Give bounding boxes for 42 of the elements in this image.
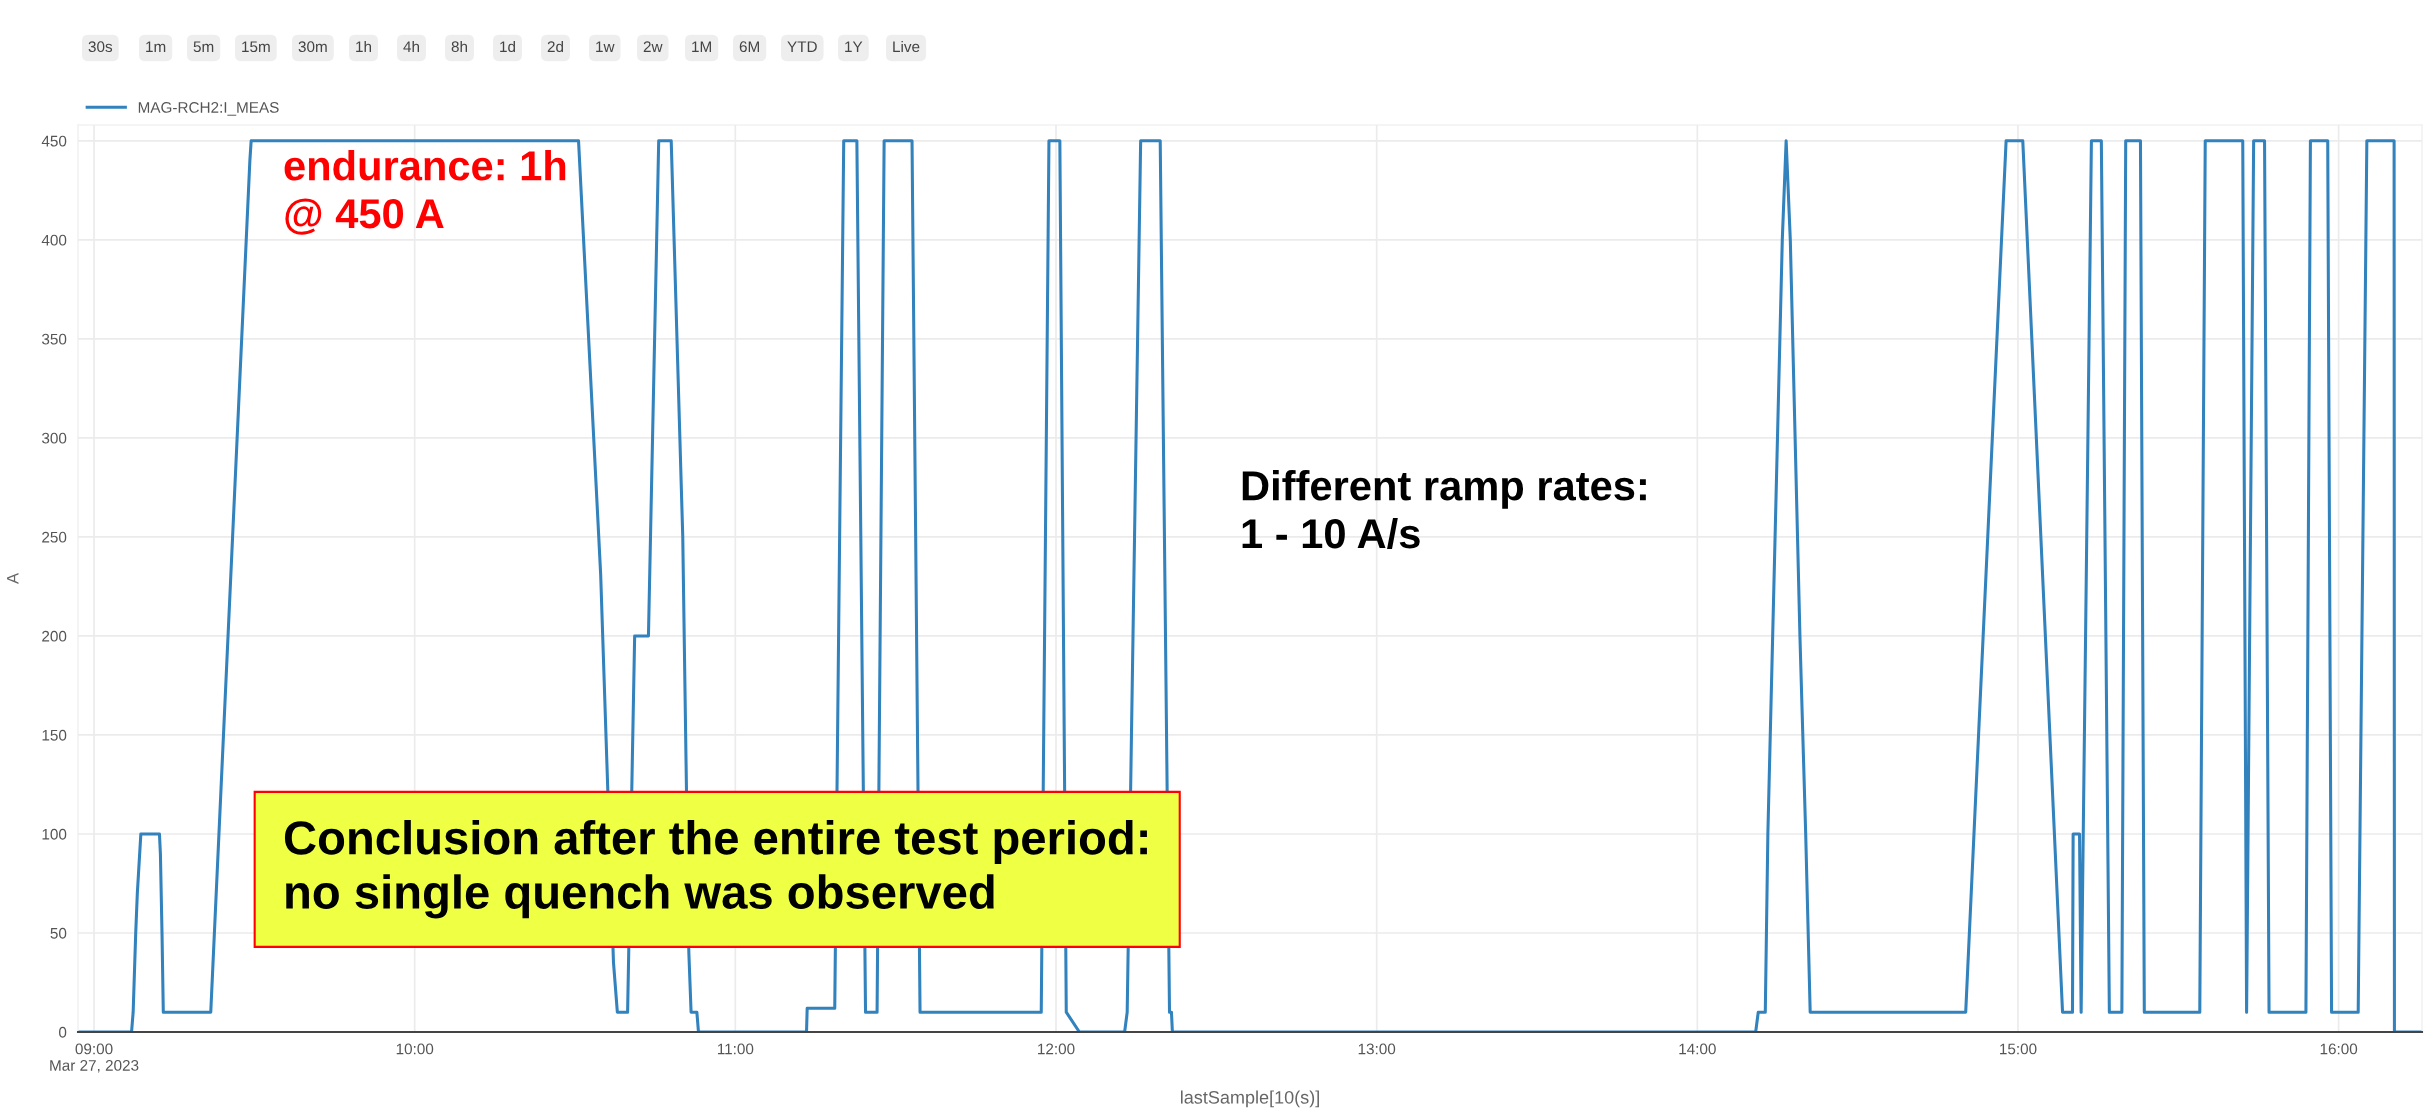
x-tick-label: 09:00 Mar 27, 2023 [50, 1043, 139, 1073]
x-tick-label: 13:00 [1358, 1043, 1396, 1055]
text: 4h [403, 40, 419, 52]
text: 1M [692, 41, 711, 52]
text: 1w [596, 41, 615, 52]
text: 2w [643, 41, 663, 52]
text: 1Y [845, 41, 863, 52]
y-tick-label: 150 [42, 729, 67, 741]
annotation: Conclusion after the entire test period: no single quench was observed [284, 820, 1147, 919]
line-series [78, 139, 2422, 1032]
x-tick-label: 14:00 [1679, 1043, 1716, 1055]
text: 30s [88, 41, 113, 53]
text: YTD [787, 41, 817, 52]
annotation: Different ramp rates: 1 - 10 A/s [1242, 470, 1646, 549]
x-tick-label: 15:00 [2000, 1043, 2037, 1055]
y-tick-label: 350 [41, 333, 67, 345]
text: Live [893, 40, 920, 53]
text: 5m [193, 41, 214, 53]
y-tick-label: 250 [42, 531, 67, 543]
y-tick-label: 200 [42, 630, 67, 642]
y-tick-label: 450 [41, 135, 67, 147]
y-tick-label: 300 [41, 432, 67, 444]
y-tick-label: 100 [42, 828, 67, 840]
text: 1h [356, 40, 371, 52]
text: 30m [298, 41, 327, 53]
x-axis-title: lastSample[10(s)] [1180, 1090, 1319, 1108]
text: 1m [146, 41, 166, 52]
y-tick-label: 0 [58, 1026, 67, 1038]
x-tick-label: 10:00 [396, 1043, 434, 1055]
y-tick-label: 400 [41, 234, 67, 246]
x-tick-label: 16:00 [2320, 1043, 2358, 1055]
annotation: endurance: 1h @ 450 A [284, 150, 566, 235]
x-tick-label: 12:00 [1038, 1043, 1075, 1055]
text: 2d [547, 40, 564, 53]
y-axis-title: A [7, 572, 19, 585]
text: 1d [500, 40, 516, 53]
text: 8h [451, 40, 467, 53]
x-tick-label: 11:00 [717, 1043, 754, 1055]
y-tick-label: 50 [50, 927, 67, 939]
text: 6M [739, 41, 759, 53]
text: 15m [242, 41, 270, 53]
legend-label: MAG-RCH2:I_MEAS [138, 102, 279, 116]
